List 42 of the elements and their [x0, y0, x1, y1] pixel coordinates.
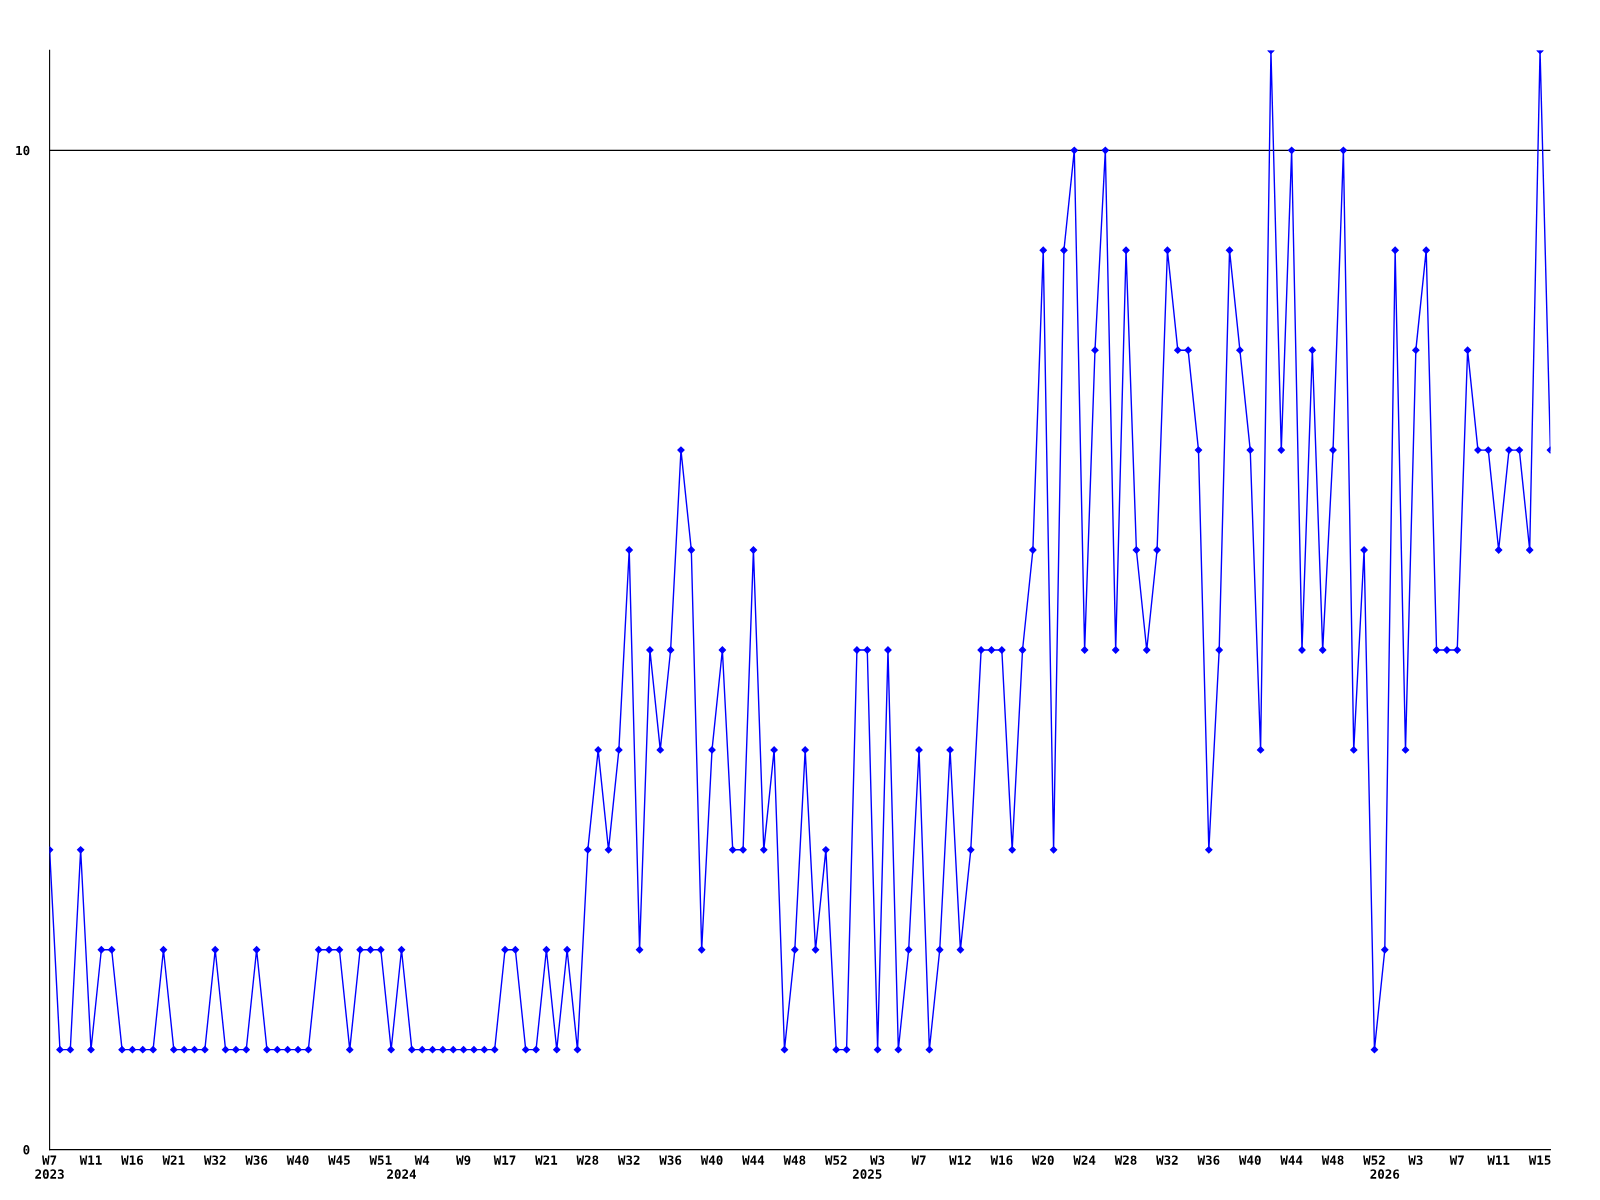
- x-tick-label: W40: [700, 1155, 723, 1165]
- x-tick-label: W21: [535, 1155, 558, 1165]
- x-tick-label: W44: [742, 1155, 765, 1165]
- x-tick-label: W51: [369, 1155, 392, 1165]
- x-tick-label: 2024: [387, 1169, 416, 1179]
- x-tick-label: W28: [1114, 1155, 1137, 1165]
- x-tick-label: W3: [870, 1155, 885, 1165]
- x-tick-label: W16: [990, 1155, 1013, 1165]
- x-tick-label: W40: [286, 1155, 309, 1165]
- x-tick-label: 2026: [1370, 1169, 1400, 1179]
- x-tick-label: W7: [911, 1155, 926, 1165]
- x-tick-label: W52: [1363, 1155, 1385, 1165]
- x-tick-label: W11: [79, 1155, 102, 1165]
- x-tick-label: W12: [949, 1155, 971, 1165]
- x-tick-label: W20: [1031, 1155, 1054, 1165]
- x-tick-label: W3: [1408, 1155, 1423, 1165]
- x-tick-label: W44: [1280, 1155, 1303, 1165]
- x-tick-label: W16: [121, 1155, 144, 1165]
- x-tick-label: W52: [824, 1155, 847, 1165]
- x-tick-label: W11: [1487, 1155, 1510, 1165]
- x-tick-label: W36: [245, 1155, 268, 1165]
- x-tick-label: W36: [659, 1155, 682, 1165]
- x-tick-label: W7 2023: [35, 1155, 64, 1179]
- x-tick-label: W36: [1197, 1155, 1220, 1165]
- x-tick-label: W15: [1528, 1155, 1551, 1165]
- x-tick-label: W7: [1449, 1155, 1464, 1165]
- x-tick-label: W4: [414, 1155, 430, 1165]
- x-tick-label: W32: [203, 1155, 226, 1165]
- y-tick-label: 10: [16, 145, 30, 156]
- x-tick-label: W21: [162, 1155, 185, 1165]
- x-tick-label: W45: [328, 1155, 350, 1165]
- x-tick-label: W40: [1238, 1155, 1261, 1165]
- x-tick-label: W28: [576, 1155, 599, 1165]
- y-tick-label: 0: [23, 1145, 30, 1155]
- x-tick-label: W48: [1321, 1155, 1344, 1165]
- x-tick-label: W17: [493, 1155, 516, 1165]
- x-tick-label: W32: [1156, 1155, 1178, 1165]
- x-tick-label: W32: [617, 1155, 640, 1165]
- x-tick-label: 2025: [852, 1169, 882, 1179]
- x-tick-label: W48: [783, 1155, 806, 1165]
- x-tick-label: W24: [1073, 1155, 1096, 1165]
- x-tick-label: W9: [456, 1155, 471, 1165]
